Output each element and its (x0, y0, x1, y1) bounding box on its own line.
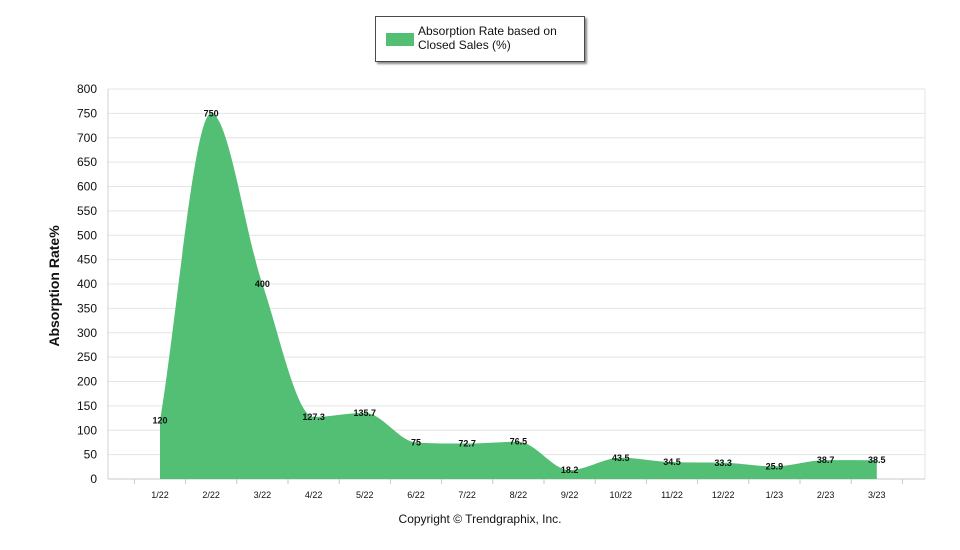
data-point (261, 283, 263, 285)
data-label: 38.7 (817, 455, 835, 465)
data-label: 34.5 (663, 457, 681, 467)
legend-label: Absorption Rate based on Closed Sales (%… (418, 24, 557, 52)
x-tick-label: 8/22 (510, 490, 528, 500)
data-label: 135.7 (354, 408, 377, 418)
data-label: 18.2 (561, 465, 579, 475)
data-point (415, 441, 417, 443)
x-tick-label: 10/22 (610, 490, 633, 500)
data-label: 750 (204, 108, 219, 118)
x-tick-label: 6/22 (407, 490, 425, 500)
y-tick-label: 800 (77, 82, 97, 96)
x-tick-label: 2/23 (817, 490, 835, 500)
data-point (620, 457, 622, 459)
y-tick-label: 0 (90, 472, 97, 486)
x-tick-label: 1/23 (766, 490, 784, 500)
x-tick-label: 3/23 (868, 490, 886, 500)
copyright-footer: Copyright © Trendgraphix, Inc. (398, 512, 562, 526)
data-point (722, 462, 724, 464)
data-label: 72.7 (458, 439, 476, 449)
data-point (466, 443, 468, 445)
chart-legend: Absorption Rate based on Closed Sales (%… (375, 16, 585, 62)
y-tick-label: 600 (77, 180, 97, 194)
data-label: 38.5 (868, 455, 886, 465)
y-tick-label: 750 (77, 106, 97, 120)
x-tick-label: 5/22 (356, 490, 374, 500)
data-point (876, 459, 878, 461)
x-tick-label: 2/22 (202, 490, 220, 500)
data-point (773, 465, 775, 467)
data-label: 33.3 (714, 458, 732, 468)
y-tick-label: 100 (77, 423, 97, 437)
y-tick-label: 500 (77, 228, 97, 242)
y-tick-label: 250 (77, 350, 97, 364)
y-tick-label: 200 (77, 375, 97, 389)
data-label: 127.3 (302, 412, 325, 422)
data-label: 75 (411, 437, 421, 447)
x-tick-label: 11/22 (661, 490, 683, 500)
data-point (517, 441, 519, 443)
y-tick-label: 50 (84, 448, 98, 462)
data-label: 400 (255, 279, 270, 289)
series-area (160, 113, 877, 479)
x-tick-label: 3/22 (254, 490, 272, 500)
y-tick-label: 150 (77, 399, 97, 413)
data-point (210, 112, 212, 114)
x-tick-label: 1/22 (151, 490, 169, 500)
data-label: 43.5 (612, 453, 630, 463)
legend-swatch (386, 33, 414, 46)
data-point (825, 459, 827, 461)
data-point (313, 416, 315, 418)
y-tick-label: 400 (77, 277, 97, 291)
data-label: 25.9 (766, 461, 784, 471)
data-point (671, 461, 673, 463)
data-point (569, 469, 571, 471)
data-point (364, 412, 366, 414)
y-tick-label: 300 (77, 326, 97, 340)
y-tick-label: 700 (77, 131, 97, 145)
y-tick-label: 450 (77, 253, 97, 267)
y-tick-label: 350 (77, 301, 97, 315)
x-tick-label: 12/22 (712, 490, 735, 500)
data-label: 120 (152, 416, 167, 426)
y-tick-label: 650 (77, 155, 97, 169)
x-tick-label: 9/22 (561, 490, 579, 500)
x-tick-label: 7/22 (458, 490, 476, 500)
y-tick-label: 550 (77, 204, 97, 218)
data-point (159, 420, 161, 421)
x-tick-label: 4/22 (305, 490, 323, 500)
data-label: 76.5 (510, 437, 528, 447)
